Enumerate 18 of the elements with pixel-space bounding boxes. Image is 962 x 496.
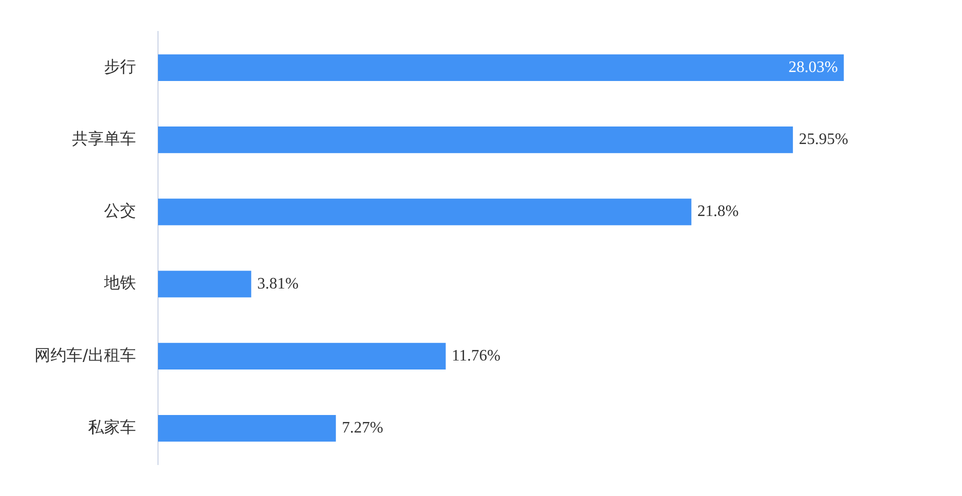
y-tick-label: 步行	[104, 56, 136, 76]
y-tick-label: 网约车/出租车	[34, 345, 136, 364]
bar	[158, 54, 844, 82]
bar	[158, 414, 336, 442]
bar	[158, 198, 692, 226]
y-tick-label: 公交	[104, 201, 136, 220]
data-label: 3.81%	[257, 275, 299, 292]
bar	[158, 126, 793, 154]
y-tick-label: 地铁	[103, 273, 136, 292]
data-label: 28.03%	[788, 58, 838, 76]
y-tick-label: 共享单车	[72, 128, 136, 148]
data-label: 25.95%	[798, 131, 848, 148]
data-label: 21.8%	[697, 203, 739, 220]
bar	[158, 342, 446, 370]
data-label: 7.27%	[342, 420, 384, 437]
y-tick-label: 私家车	[88, 417, 136, 436]
data-label: 11.76%	[452, 347, 500, 364]
bar	[158, 270, 252, 298]
